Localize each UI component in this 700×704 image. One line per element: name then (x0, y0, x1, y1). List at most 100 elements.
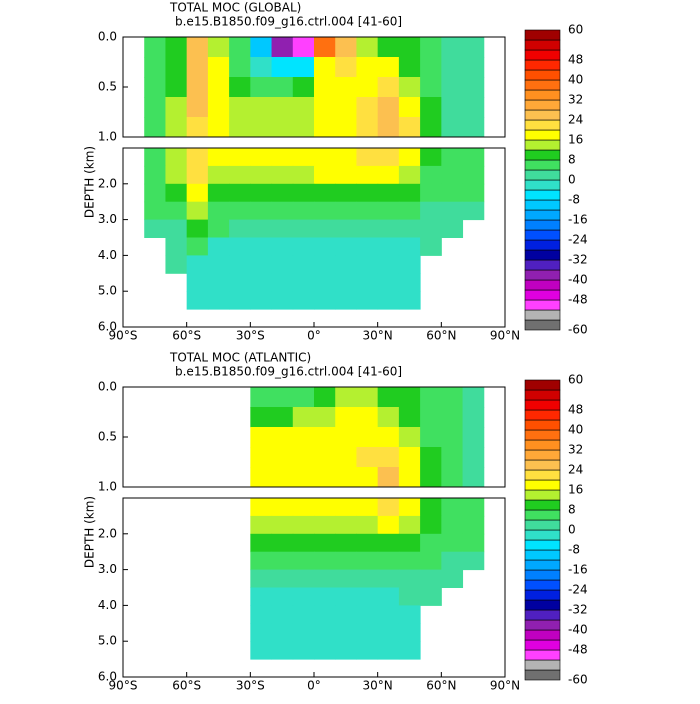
contour-cell (420, 569, 442, 588)
contour-cell (165, 201, 188, 221)
contour-cell (335, 219, 357, 238)
contour-cell (356, 291, 379, 310)
y-tick-label: 2.0 (98, 176, 117, 190)
contour-cell (250, 148, 273, 167)
colorbar-box (524, 459, 561, 471)
contour-cell (144, 117, 166, 137)
contour-cell (462, 201, 485, 221)
contour-cell (271, 57, 294, 78)
contour-cell (250, 201, 273, 221)
colorbar-tick-label: -40 (568, 623, 588, 637)
contour-cell (335, 117, 357, 137)
contour-cell (462, 97, 485, 118)
contour-cell (271, 183, 294, 203)
cells (144, 148, 485, 310)
chart-title: TOTAL MOC (ATLANTIC) (169, 351, 311, 365)
contour-cell (314, 148, 336, 167)
colorbar-box (524, 479, 561, 491)
contour-cell (377, 623, 400, 642)
contour-cell (420, 201, 442, 221)
contour-cell (271, 407, 294, 428)
contour-cell (398, 255, 421, 274)
contour-cell (356, 447, 379, 468)
contour-cell (398, 587, 421, 606)
colorbar-box (524, 279, 561, 291)
contour-cell (398, 97, 421, 118)
contour-cell (207, 273, 230, 292)
contour-cell (398, 387, 421, 408)
contour-cell (441, 407, 464, 428)
colorbar-tick-label: -40 (568, 273, 588, 287)
colorbar-box (524, 399, 561, 411)
colorbar-box (524, 189, 561, 201)
colorbar-tick-label: 48 (568, 403, 583, 417)
colorbar-box (524, 629, 561, 641)
contour-cell (314, 387, 336, 408)
contour-cell (356, 605, 379, 624)
contour-cell (335, 165, 357, 185)
contour-cell (356, 148, 379, 167)
contour-cell (314, 237, 336, 256)
contour-cell (250, 291, 273, 310)
contour-cell (314, 587, 336, 606)
contour-cell (250, 407, 273, 428)
contour-cell (462, 427, 485, 448)
colorbar-box (524, 119, 561, 131)
y-tick-label: 0.0 (98, 380, 117, 394)
colorbar-box (524, 299, 561, 311)
contour-cell (335, 641, 357, 660)
colorbar-tick-label: 32 (568, 93, 583, 107)
contour-cell (271, 165, 294, 185)
contour-cell (420, 37, 442, 58)
contour-cell (335, 569, 357, 588)
contour-cell (314, 219, 336, 238)
contour-cell (377, 273, 400, 292)
colorbar-tick-label: 24 (568, 113, 583, 127)
contour-cell (165, 97, 188, 118)
contour-cell (271, 387, 294, 408)
contour-cell (271, 219, 294, 238)
contour-cell (335, 605, 357, 624)
contour-cell (441, 427, 464, 448)
colorbar-box (524, 559, 561, 571)
contour-cell (314, 467, 336, 487)
contour-cell (292, 57, 315, 78)
contour-cell (314, 515, 336, 535)
contour-cell (144, 183, 166, 203)
contour-cell (335, 237, 357, 256)
colorbar-box (524, 489, 561, 501)
contour-cell (377, 237, 400, 256)
contour-cell (229, 273, 251, 292)
contour-cell (356, 165, 379, 185)
colorbar-tick-label: 60 (568, 23, 583, 37)
chart-subtitle: b.e15.B1850.f09_g16.ctrl.004 [41-60] (175, 365, 402, 379)
contour-cell (271, 37, 294, 58)
contour-cell (292, 605, 315, 624)
colorbar-tick-label: 32 (568, 443, 583, 457)
contour-cell (441, 97, 464, 118)
contour-cell (271, 498, 294, 517)
contour-cell (398, 533, 421, 553)
colorbar-box (524, 419, 561, 431)
contour-cell (377, 219, 400, 238)
contour-cell (207, 97, 230, 118)
contour-cell (356, 587, 379, 606)
contour-cell (441, 387, 464, 408)
contour-cell (356, 237, 379, 256)
contour-cell (314, 97, 336, 118)
y-tick-label: 5.0 (98, 284, 117, 298)
contour-cell (356, 387, 379, 408)
contour-cell (250, 97, 273, 118)
contour-cell (356, 273, 379, 292)
contour-cell (292, 183, 315, 203)
contour-cell (420, 148, 442, 167)
colorbar-box (524, 209, 561, 221)
contour-cell (356, 97, 379, 118)
contour-cell (314, 117, 336, 137)
contour-cell (420, 498, 442, 517)
contour-cell (271, 467, 294, 487)
contour-cell (356, 498, 379, 517)
colorbar-box (524, 239, 561, 251)
x-tick-label: 30°N (363, 679, 393, 693)
contour-cell (335, 551, 357, 571)
